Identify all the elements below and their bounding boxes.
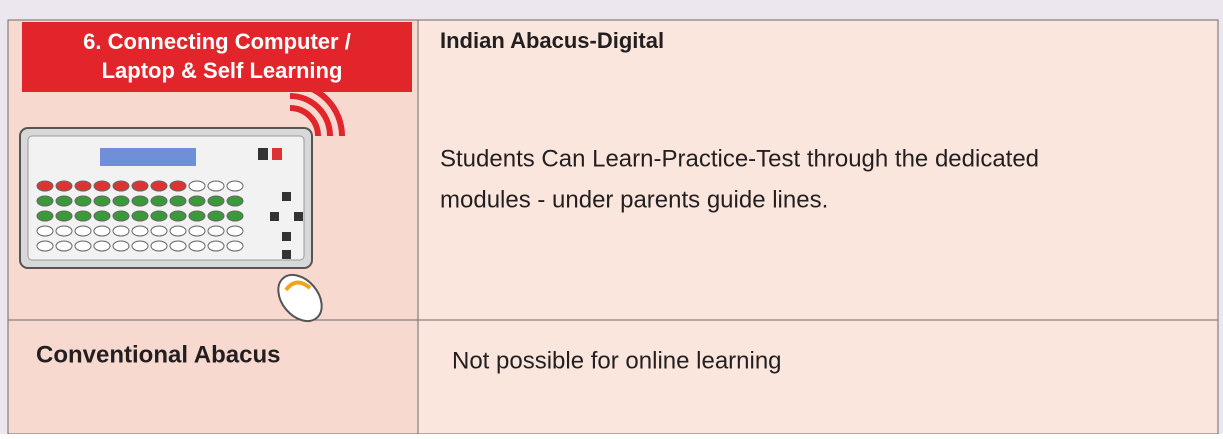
digital-text: modules - under parents guide lines. xyxy=(440,186,828,213)
device-key xyxy=(188,180,206,192)
device-key xyxy=(169,210,187,222)
device-display xyxy=(100,148,196,166)
conventional-text: Not possible for online learning xyxy=(452,347,782,374)
device-key xyxy=(93,180,111,192)
device-key xyxy=(188,210,206,222)
device-key xyxy=(74,225,92,237)
device-key xyxy=(112,195,130,207)
device-key xyxy=(131,210,149,222)
device-key xyxy=(207,225,225,237)
device-key xyxy=(55,225,73,237)
header-line: Laptop & Self Learning xyxy=(102,58,343,83)
device-key xyxy=(226,180,244,192)
header-line: 6. Connecting Computer / xyxy=(83,29,351,54)
device-key xyxy=(169,180,187,192)
device-key xyxy=(55,180,73,192)
device-key xyxy=(150,180,168,192)
digital-text: Students Can Learn-Practice-Test through… xyxy=(440,145,1039,172)
device-icon xyxy=(272,148,282,160)
device-key xyxy=(131,195,149,207)
device-button xyxy=(294,212,303,221)
device-key xyxy=(93,210,111,222)
device-key xyxy=(74,180,92,192)
device-key xyxy=(74,240,92,252)
wifi-signal xyxy=(289,81,345,137)
device-key xyxy=(150,210,168,222)
device-key xyxy=(36,225,54,237)
device-button xyxy=(282,232,291,241)
device-key xyxy=(150,195,168,207)
device-key xyxy=(93,195,111,207)
device-key xyxy=(226,210,244,222)
device-key xyxy=(36,210,54,222)
device-key xyxy=(131,180,149,192)
device-key xyxy=(150,240,168,252)
device-key xyxy=(131,240,149,252)
device-key xyxy=(169,195,187,207)
header-box xyxy=(22,22,412,92)
device-key xyxy=(207,195,225,207)
device-key xyxy=(36,240,54,252)
device-key xyxy=(74,210,92,222)
device-key xyxy=(93,225,111,237)
mouse-accent xyxy=(284,280,312,292)
device-key xyxy=(131,225,149,237)
device-key xyxy=(112,180,130,192)
device-key xyxy=(169,225,187,237)
device-key xyxy=(207,180,225,192)
conventional-title: Conventional Abacus xyxy=(36,341,280,368)
device-key xyxy=(112,240,130,252)
device-key xyxy=(226,195,244,207)
device-key xyxy=(169,240,187,252)
device-key xyxy=(150,225,168,237)
device-button xyxy=(270,212,279,221)
device-key xyxy=(55,210,73,222)
device-key xyxy=(74,195,92,207)
device-key xyxy=(55,240,73,252)
device-key xyxy=(226,240,244,252)
right-cell xyxy=(417,19,1219,321)
device-key xyxy=(188,195,206,207)
device-key xyxy=(188,225,206,237)
left-cell xyxy=(7,319,419,435)
device-icon xyxy=(258,148,268,160)
device-key xyxy=(207,240,225,252)
right-cell xyxy=(417,319,1219,435)
digital-title: Indian Abacus-Digital xyxy=(440,28,664,53)
device-key xyxy=(36,195,54,207)
device-button xyxy=(282,192,291,201)
device-key xyxy=(207,210,225,222)
device-key xyxy=(226,225,244,237)
abacus-device xyxy=(19,81,345,323)
device-key xyxy=(55,195,73,207)
device-key xyxy=(112,225,130,237)
device-key xyxy=(188,240,206,252)
device-key xyxy=(112,210,130,222)
device-key xyxy=(36,180,54,192)
device-key xyxy=(93,240,111,252)
device-button xyxy=(282,250,291,259)
